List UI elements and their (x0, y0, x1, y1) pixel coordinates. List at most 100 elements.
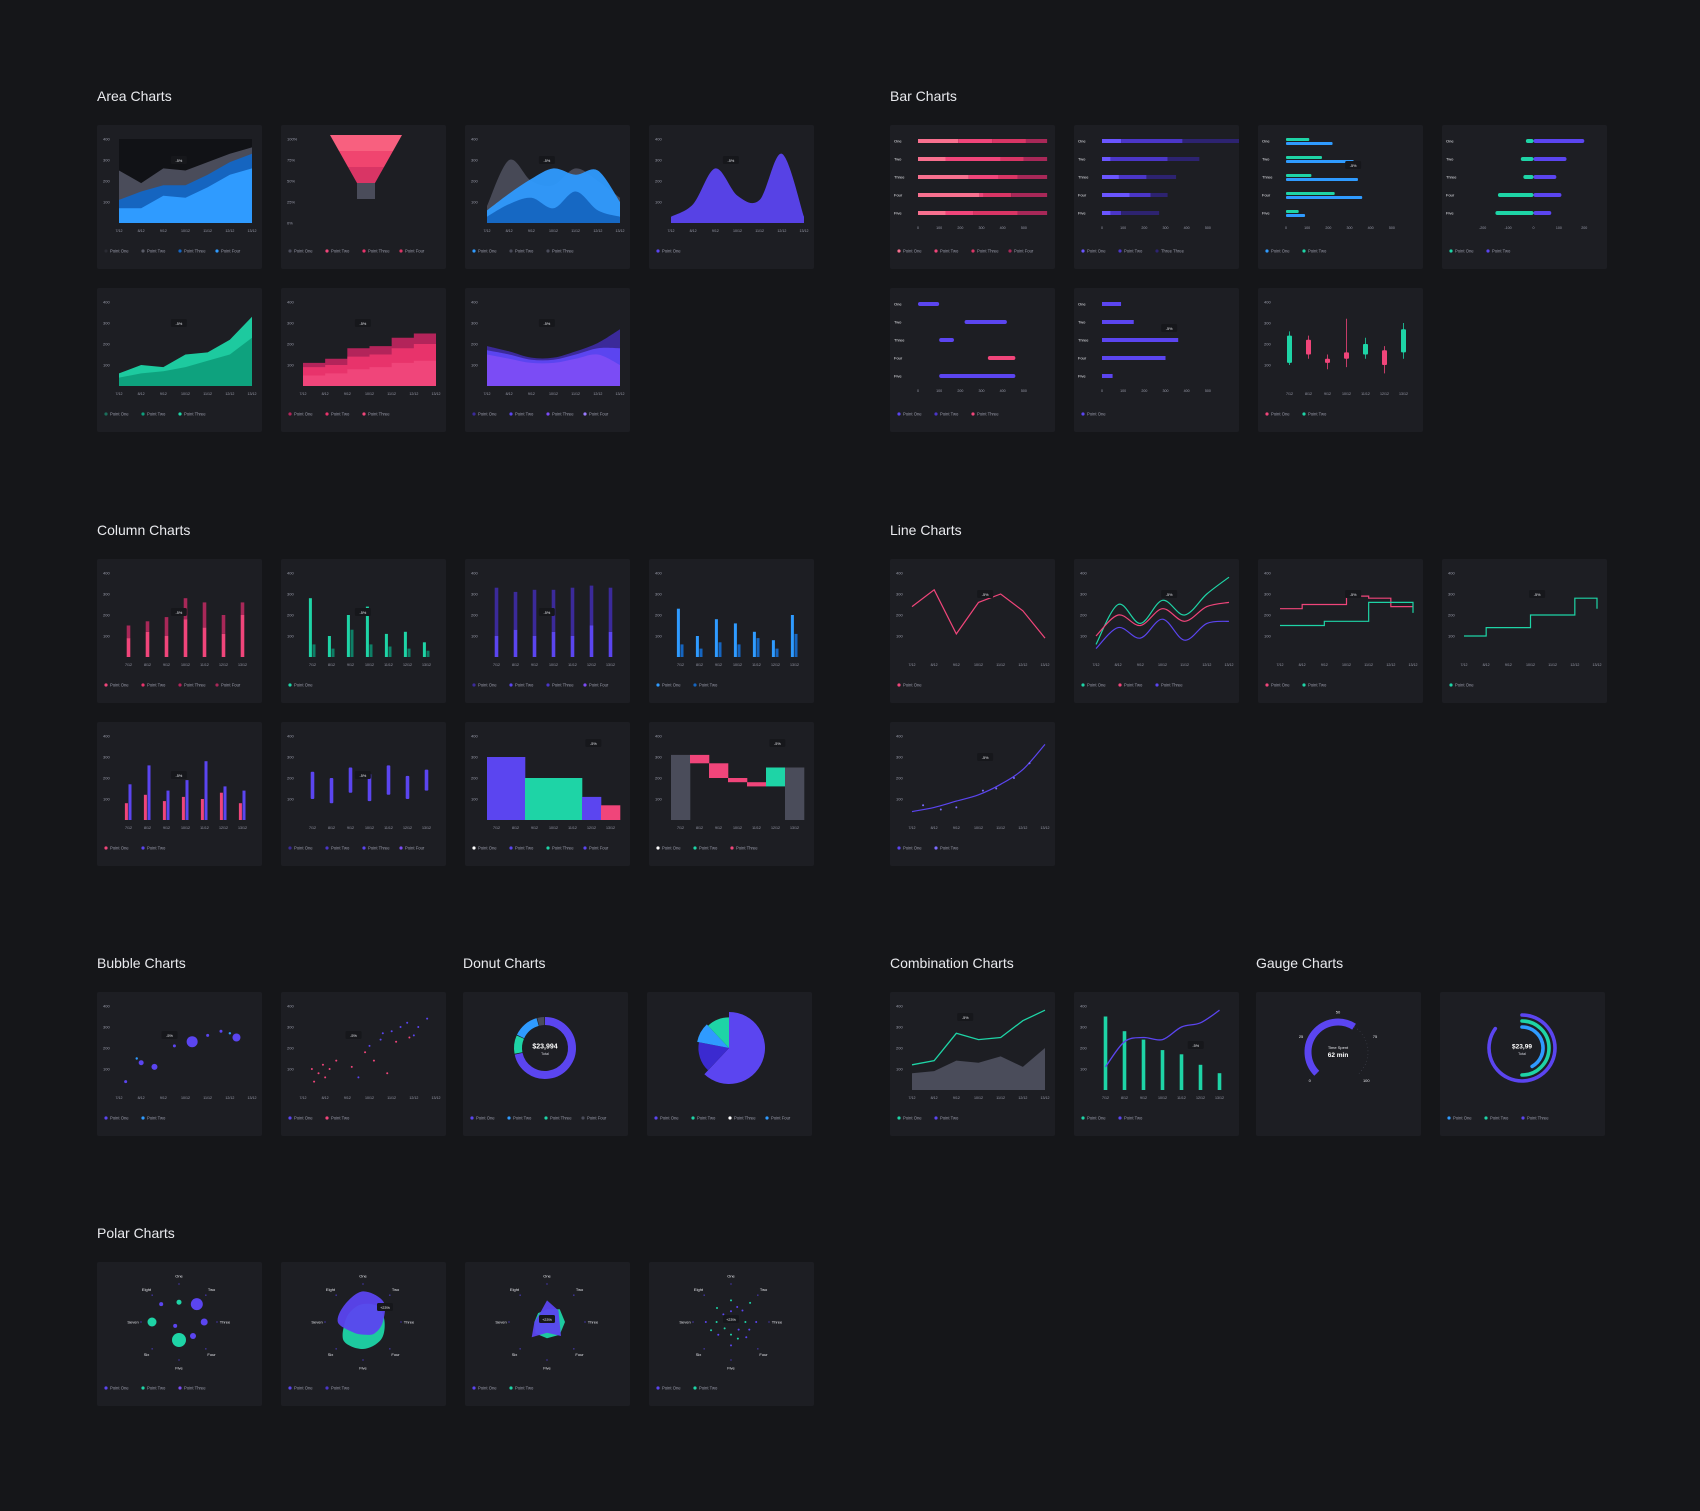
polar-axis-label: Six (144, 1352, 150, 1357)
x-tick-label: 8/12 (1115, 663, 1122, 667)
x-tick-label: 13/12 (1041, 663, 1050, 667)
combo-chart-card[interactable]: 400 300 200 100 7/12 8/12 9/12 10/12 11/12 12/12 1… (1074, 992, 1239, 1136)
y-tick-label: 200 (471, 179, 478, 184)
column-chart-card[interactable]: 400 300 200 100 7/12 8/12 9/12 10/12 11/12 12/12 1… (97, 559, 262, 703)
column (223, 786, 227, 820)
area-chart-card[interactable]: 400 300 200 100 7/12 8/12 9/12 10/12 11/12 12/12 1… (465, 125, 630, 269)
annotation-box (538, 319, 555, 327)
area-chart-card[interactable]: 400 300 200 100 7/12 8/12 9/12 10/12 11/12 12/12 1… (465, 288, 630, 432)
funnel-chart-card[interactable]: 100% 75% 50% 25% 0% Point One Point Two Point T… (281, 125, 446, 269)
section-bar-charts: Bar Charts One Two Three Four Five 0 100 200 300 4… (890, 86, 1607, 432)
line-chart-card[interactable]: 400 300 200 100 7/12 8/12 9/12 10/12 11/12 12/12 1… (1074, 559, 1239, 703)
pie-slice (708, 1017, 729, 1048)
area-chart-card[interactable]: 400 300 200 100 7/12 8/12 9/12 10/12 11/12 12/12 1… (649, 125, 814, 269)
x-tick-label: 8/12 (1305, 392, 1312, 396)
annotation-label: -5% (1166, 593, 1173, 597)
area-chart-card[interactable]: 400 300 200 100 7/12 8/12 9/12 10/12 11/12 12/12 1… (97, 125, 262, 269)
bar (1533, 211, 1552, 215)
column-chart-card[interactable]: 400 300 200 100 7/12 8/12 9/12 10/12 11/12 12/12 1… (97, 722, 262, 866)
blocks-chart-card[interactable]: 400 300 200 100 7/12 8/12 9/12 10/12 11/12 12/12 1… (465, 722, 630, 866)
category-label: Four (1078, 356, 1087, 361)
y-tick-label: 300 (287, 1025, 294, 1030)
line-chart-card[interactable]: 400 300 200 100 7/12 8/12 9/12 10/12 11/12 12/12 1… (1442, 559, 1607, 703)
area-chart-card[interactable]: 400 300 200 100 7/12 8/12 9/12 10/12 11/12 12/12 1… (97, 288, 262, 432)
polar-axis-dot (335, 1294, 337, 1296)
scatter-chart-card[interactable]: 400 300 200 100 7/12 8/12 9/12 10/12 11/12 12/12 1… (97, 992, 262, 1136)
x-tick-label: 10/12 (181, 826, 190, 830)
radial-chart-card[interactable]: $23,99 Total Point One Point Two Point Three (1440, 992, 1605, 1136)
x-tick-label: 8/12 (144, 663, 151, 667)
x-tick-label: 10/12 (733, 229, 742, 233)
scatter-chart-card[interactable]: 400 300 200 100 7/12 8/12 9/12 10/12 11/12 12/12 1… (281, 992, 446, 1136)
blocks-chart-card[interactable]: 400 300 200 100 7/12 8/12 9/12 10/12 11/12 12/12 1… (649, 722, 814, 866)
legend-label: Point Two (1308, 683, 1327, 688)
radar-chart-card[interactable]: One Two Three Four Five Six Seven Eight +23% Poin… (465, 1262, 630, 1406)
bubble (228, 1032, 232, 1035)
legend-label: Point Three (368, 249, 390, 254)
combo-chart-card[interactable]: 400 300 200 100 7/12 8/12 9/12 10/12 11/12 12/12 1… (890, 992, 1055, 1136)
column-block (506, 757, 526, 820)
polar-axis-label: Five (727, 1366, 735, 1371)
hbar-chart-card[interactable]: One Two Three Four Five 0 100 200 300 400 500 Point… (890, 125, 1055, 269)
column (1141, 1039, 1146, 1090)
x-tick-label: 9/12 (953, 663, 960, 667)
line-chart-card[interactable]: 400 300 200 100 7/12 8/12 9/12 10/12 11/12 12/12 1… (1258, 559, 1423, 703)
column-chart-card[interactable]: 400 300 200 100 7/12 8/12 9/12 10/12 11/12 12/12 1… (465, 559, 630, 703)
hbar-chart-card[interactable]: One Two Three Four Five 0 100 200 300 400 500 -5% Po… (1258, 125, 1423, 269)
x-tick-label: 200 (1325, 226, 1331, 230)
bar-segment (918, 211, 946, 215)
section-title: Bar Charts (890, 88, 957, 104)
column-chart-card[interactable]: 400 300 200 100 7/12 8/12 9/12 10/12 11/12 12/12 1… (281, 722, 446, 866)
chart-svg: One Two Three Four Five 0 100 200 300 400 500 Point… (1078, 139, 1239, 254)
column (1179, 1054, 1184, 1090)
area-series (119, 168, 252, 223)
annotation-label: -5% (175, 611, 182, 615)
bar-segment (968, 175, 999, 179)
x-tick-label: 11/12 (200, 663, 209, 667)
annotation-label: -5% (590, 742, 597, 746)
candlestick-chart-card[interactable]: 400 300 200 100 7/12 8/12 9/12 10/12 11/12 12/12 1… (1258, 288, 1423, 432)
bubble (412, 1034, 415, 1037)
legend-label: Point Two (515, 1386, 534, 1391)
column-chart-card[interactable]: 400 300 200 100 7/12 8/12 9/12 10/12 11/12 12/12 1… (649, 559, 814, 703)
category-label: Four (894, 356, 903, 361)
x-tick-label: 10/12 (974, 663, 983, 667)
legend-label: Point Two (699, 1386, 718, 1391)
annotation-tooltip: -5% (1161, 324, 1178, 332)
bar (918, 302, 940, 306)
legend-label: Three Three (1161, 249, 1185, 254)
x-tick-label: 10/12 (365, 826, 374, 830)
column-block (563, 778, 583, 820)
donut-chart-card[interactable]: $23,994 Total Point One Point Two Point Thre… (463, 992, 628, 1136)
x-tick-label: 10/12 (1526, 663, 1535, 667)
gauge-chart-card[interactable]: 0 25 50 75 100 Time Spent 62 min (1256, 992, 1421, 1136)
polar-axis-dot (546, 1359, 548, 1361)
hbar-chart-card[interactable]: One Two Three Four Five 0 100 200 300 400 500 Point… (890, 288, 1055, 432)
category-label: Five (1262, 211, 1270, 216)
legend-marker (730, 846, 734, 850)
y-tick-label: 200 (287, 613, 294, 618)
polar-axis-dot (205, 1294, 207, 1296)
pie-chart-card[interactable]: Point One Point Two Point Three Point Four (647, 992, 812, 1136)
bar-segment (1102, 175, 1119, 179)
legend-label: Point Three (736, 846, 758, 851)
polar-bubble-chart-card[interactable]: One Two Three Four Five Six Seven Eight Point On… (97, 1262, 262, 1406)
polar-axis-label: Eight (694, 1287, 704, 1292)
legend-marker (934, 412, 938, 416)
legend-label: Point One (662, 846, 681, 851)
hbar-chart-card[interactable]: One Two Three Four Five 0 100 200 300 400 500 Point… (1074, 125, 1239, 269)
radar-chart-card[interactable]: One Two Three Four Five Six Seven Eight +23% Poin… (281, 1262, 446, 1406)
polar-axis-dot (400, 1321, 402, 1323)
area-chart-card[interactable]: 400 300 200 100 7/12 8/12 9/12 10/12 11/12 12/12 1… (281, 288, 446, 432)
hbar-chart-card[interactable]: One Two Three Four Five 0 100 200 300 400 500 -5% Po… (1074, 288, 1239, 432)
line-chart-card[interactable]: 400 300 200 100 7/12 8/12 9/12 10/12 11/12 12/12 1… (890, 722, 1055, 866)
annotation-tooltip: -5% (538, 319, 555, 327)
hbar-chart-card[interactable]: One Two Three Four Five -200 -100 0 100 200 Point … (1442, 125, 1607, 269)
legend-label: Point Two (515, 846, 534, 851)
column-chart-card[interactable]: 400 300 200 100 7/12 8/12 9/12 10/12 11/12 12/12 1… (281, 559, 446, 703)
section-title: Bubble Charts (97, 955, 186, 971)
line-chart-card[interactable]: 400 300 200 100 7/12 8/12 9/12 10/12 11/12 12/12 1… (890, 559, 1055, 703)
bar-segment (1017, 175, 1048, 179)
polar-scatter-chart-card[interactable]: One Two Three Four Five Six Seven Eight +23% Poin… (649, 1262, 814, 1406)
y-tick-label: 200 (103, 1046, 110, 1051)
